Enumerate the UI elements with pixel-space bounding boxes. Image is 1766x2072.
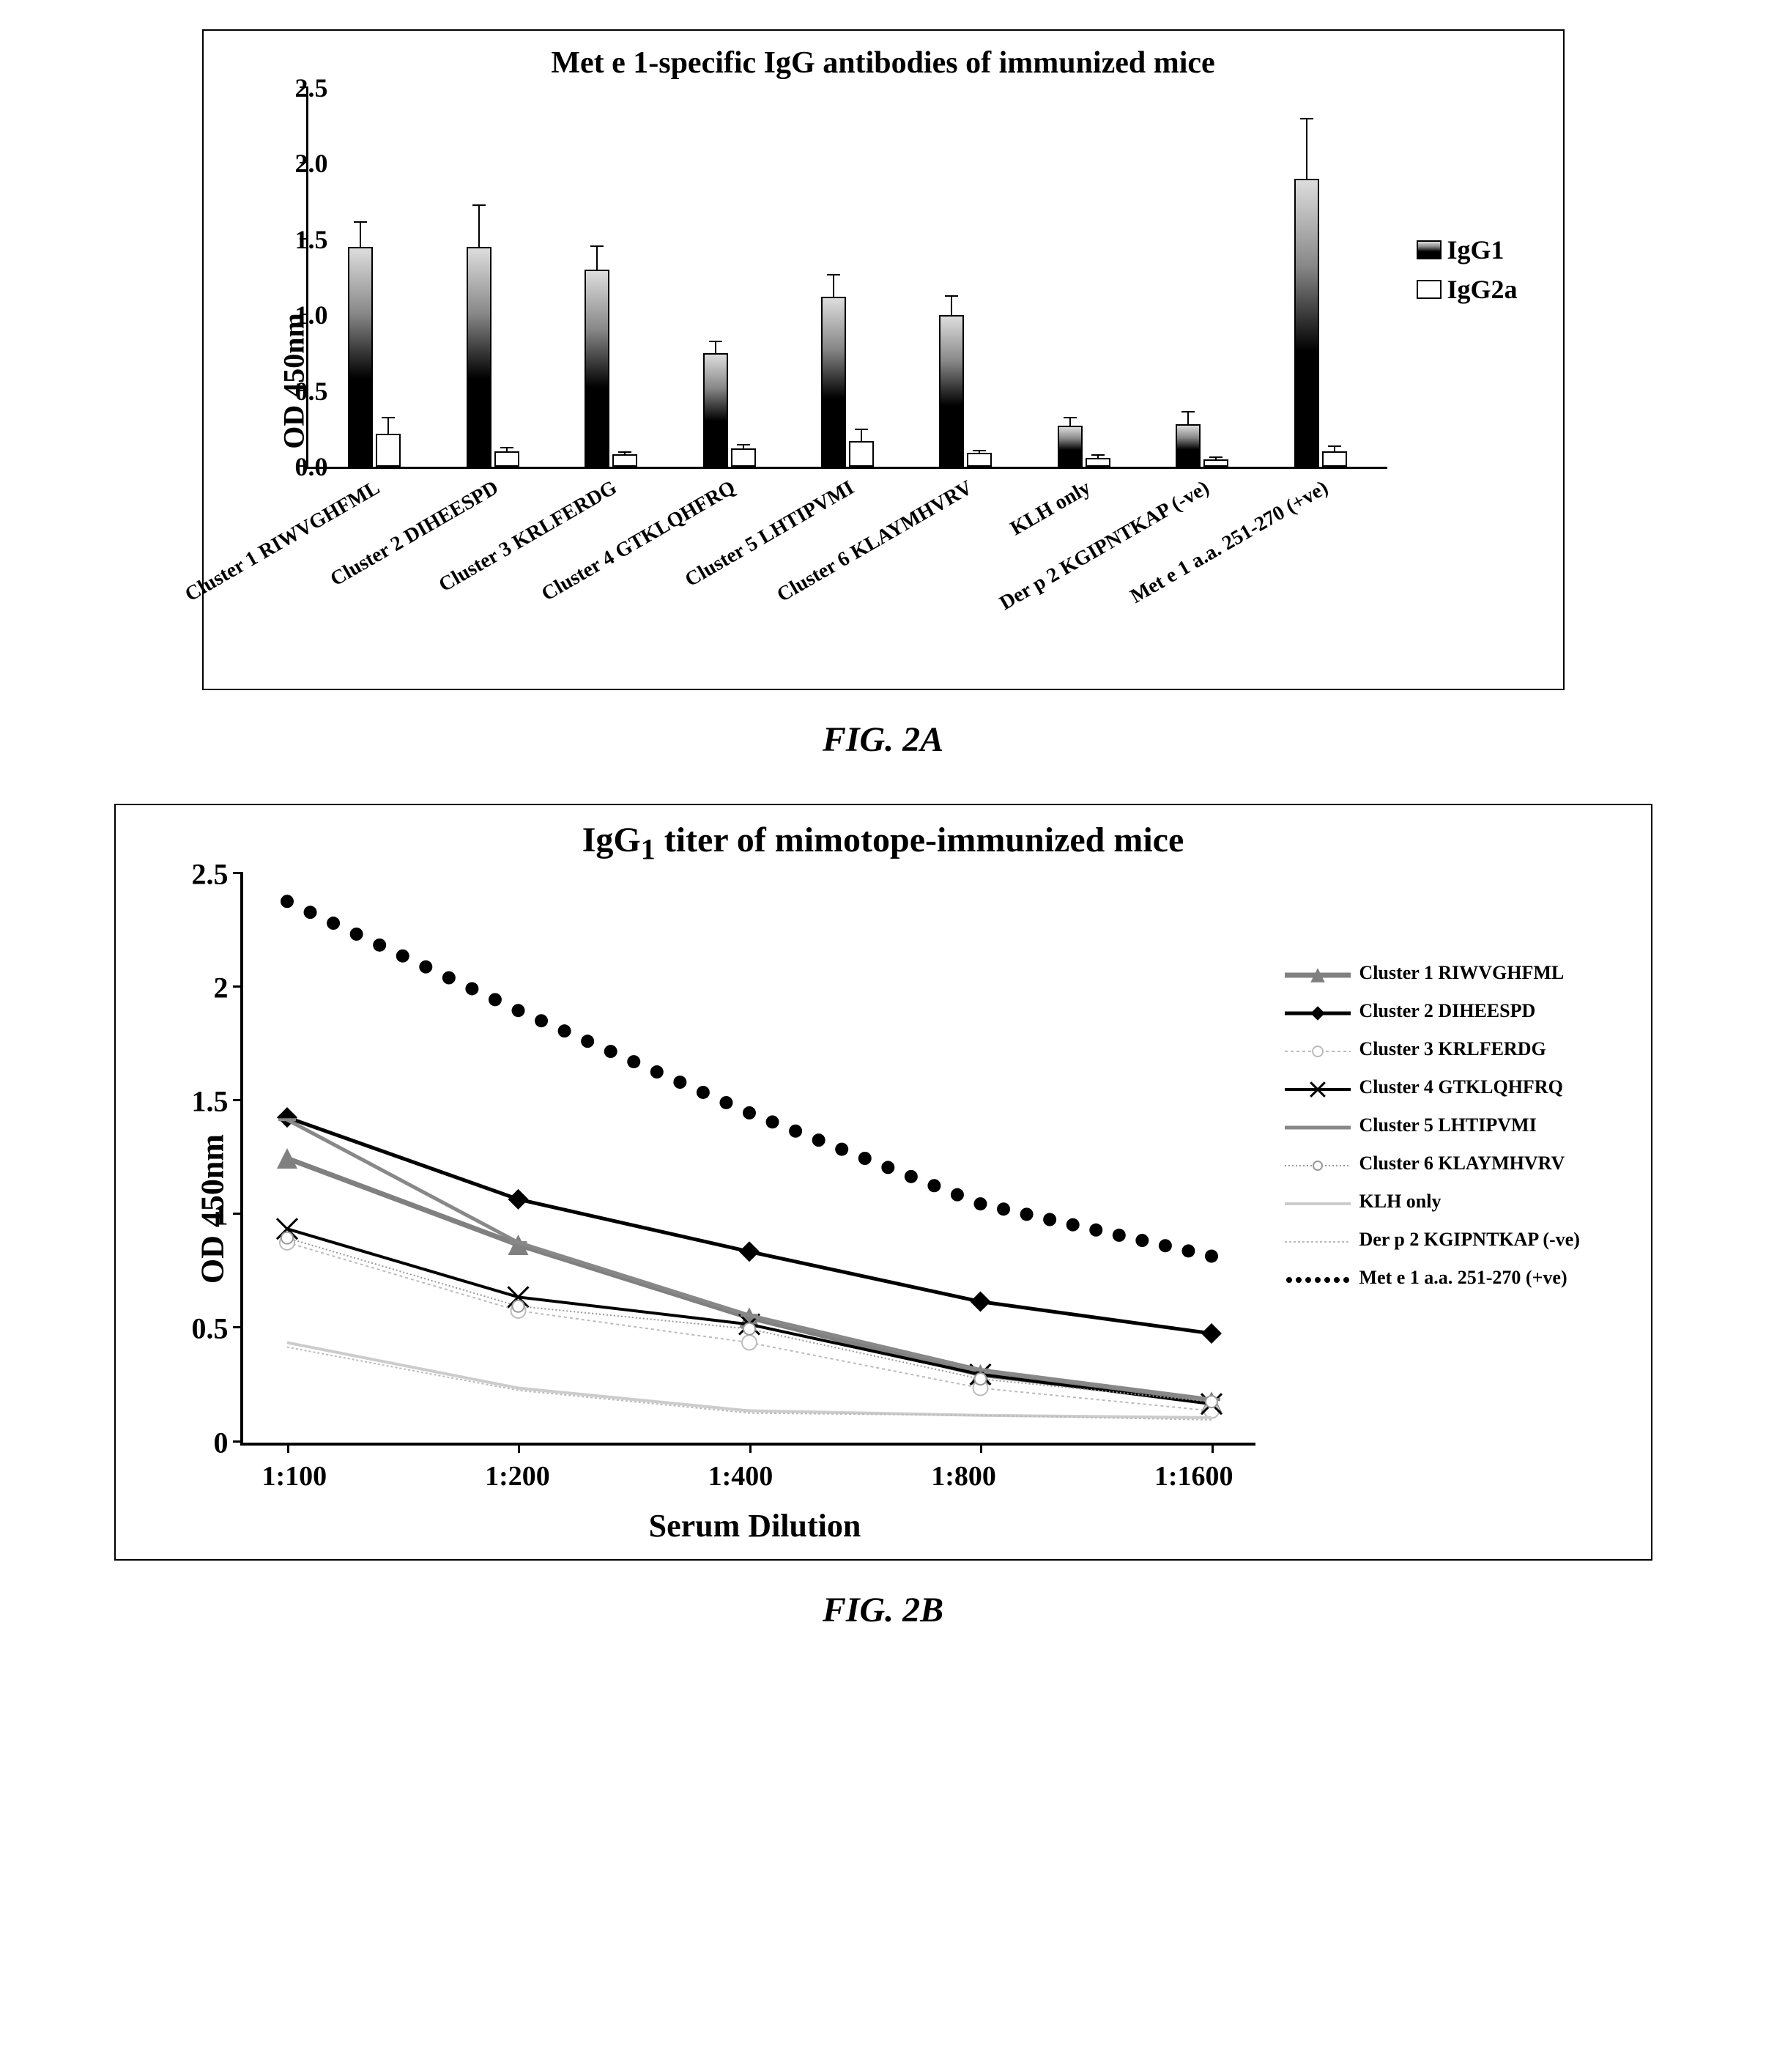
fig2b-legend-item: Met e 1 a.a. 251-270 (+ve) bbox=[1285, 1267, 1622, 1289]
fig2b-ytick-label: 0.5 bbox=[192, 1311, 229, 1346]
figure-2b-panel: IgG1 titer of mimotope-immunized mice OD… bbox=[114, 804, 1652, 1561]
fig2a-bar bbox=[703, 353, 728, 467]
fig2a-plot-area: 0.00.51.01.52.02.5 bbox=[306, 88, 1387, 469]
fig2a-xlabel: Met e 1 a.a. 251-270 (+ve) bbox=[1261, 469, 1380, 674]
fig2a-bar bbox=[1322, 451, 1347, 467]
fig2a-bar bbox=[821, 297, 846, 467]
fig2a-bar-group bbox=[1143, 424, 1261, 467]
fig2a-bar bbox=[1176, 424, 1201, 467]
fig2a-bar bbox=[849, 441, 874, 467]
fig2b-legend-item: Cluster 2 DIHEESPD bbox=[1285, 1000, 1622, 1022]
fig2b-ytick bbox=[233, 985, 243, 988]
fig2a-bar bbox=[376, 434, 401, 467]
fig2b-xtick bbox=[980, 1443, 982, 1453]
fig2b-legend-item: Cluster 6 KLAYMHVRV bbox=[1285, 1152, 1622, 1174]
fig2b-ytick bbox=[233, 1440, 243, 1443]
fig2b-xlabel: 1:1600 bbox=[1154, 1460, 1233, 1492]
fig2b-ytick bbox=[233, 872, 243, 874]
fig2a-legend: IgG1 IgG2a bbox=[1417, 88, 1548, 314]
fig2a-title: Met e 1-specific IgG antibodies of immun… bbox=[218, 45, 1548, 81]
fig2a-bar bbox=[612, 454, 637, 467]
fig2a-bar bbox=[1203, 459, 1228, 467]
fig2a-bar-group bbox=[1025, 426, 1143, 467]
fig2b-plot-area: 00.511.522.5 bbox=[240, 874, 1255, 1446]
fig2b-xtick bbox=[518, 1443, 520, 1453]
fig2a-bar-group bbox=[316, 247, 434, 467]
fig2a-bar bbox=[585, 270, 609, 467]
fig2b-legend-item: Cluster 5 LHTIPVMI bbox=[1285, 1114, 1622, 1136]
fig2a-bar bbox=[467, 247, 491, 467]
fig2b-xlabel: 1:800 bbox=[931, 1460, 996, 1492]
fig2b-legend-item: Der p 2 KGIPNTKAP (-ve) bbox=[1285, 1229, 1622, 1251]
fig2b-title: IgG1 titer of mimotope-immunized mice bbox=[130, 820, 1636, 867]
fig2b-ytick-label: 1 bbox=[214, 1198, 229, 1232]
fig2a-chart: OD 450nm 0.00.51.01.52.02.5 Cluster 1 RI… bbox=[218, 88, 1548, 674]
fig2a-bar bbox=[348, 247, 373, 467]
fig2b-xtick bbox=[749, 1443, 752, 1453]
fig2b-xlabel: 1:400 bbox=[708, 1460, 773, 1492]
fig2b-xlabel: 1:100 bbox=[262, 1460, 327, 1492]
fig2b-xtick bbox=[287, 1443, 289, 1453]
fig2a-bar bbox=[967, 453, 992, 467]
fig2a-bar bbox=[494, 451, 519, 467]
fig2a-xlabel: Cluster 6 KLAYMHVRV bbox=[905, 469, 1024, 674]
fig2b-caption: FIG. 2B bbox=[29, 1590, 1737, 1630]
fig2b-legend-item: Cluster 4 GTKLQHFRQ bbox=[1285, 1076, 1622, 1098]
fig2a-bar-group bbox=[1261, 179, 1379, 467]
fig2b-ytick-label: 2.5 bbox=[192, 856, 229, 891]
fig2b-ytick-label: 2 bbox=[214, 970, 229, 1004]
fig2b-legend-item: KLH only bbox=[1285, 1191, 1622, 1213]
fig2b-xlabel: 1:200 bbox=[485, 1460, 550, 1492]
fig2b-xtick bbox=[1212, 1443, 1214, 1453]
fig2a-bar-group bbox=[907, 315, 1025, 467]
fig2a-bar bbox=[1086, 458, 1110, 467]
fig2a-legend-item: IgG2a bbox=[1417, 274, 1548, 305]
fig2b-ytick bbox=[233, 1099, 243, 1101]
fig2a-bar bbox=[939, 315, 964, 467]
fig2b-legend: Cluster 1 RIWVGHFML Cluster 2 DIHEESPD Clu… bbox=[1270, 874, 1636, 1544]
fig2a-caption: FIG. 2A bbox=[29, 719, 1737, 760]
fig2b-ytick bbox=[233, 1213, 243, 1215]
fig2a-bar-group bbox=[434, 247, 552, 467]
fig2a-bar bbox=[1058, 426, 1083, 467]
fig2b-legend-item: Cluster 3 KRLFERDG bbox=[1285, 1038, 1622, 1060]
fig2a-bar bbox=[1294, 179, 1319, 467]
fig2a-legend-item: IgG1 bbox=[1417, 234, 1548, 265]
figure-2a-panel: Met e 1-specific IgG antibodies of immun… bbox=[202, 29, 1565, 690]
fig2a-bar-group bbox=[552, 270, 669, 467]
fig2a-bar-group bbox=[670, 353, 788, 467]
fig2b-legend-item: Cluster 1 RIWVGHFML bbox=[1285, 962, 1622, 984]
fig2b-xlabel: Serum Dilution bbox=[240, 1507, 1270, 1544]
fig2a-bar-group bbox=[788, 297, 906, 467]
fig2a-bar bbox=[731, 448, 756, 467]
fig2b-ytick-label: 1.5 bbox=[192, 1084, 229, 1119]
fig2b-chart: OD 450nm 00.511.522.5 1:1001:2001:4001:8… bbox=[130, 874, 1636, 1544]
fig2b-ytick bbox=[233, 1326, 243, 1328]
fig2b-ytick-label: 0 bbox=[214, 1425, 229, 1459]
